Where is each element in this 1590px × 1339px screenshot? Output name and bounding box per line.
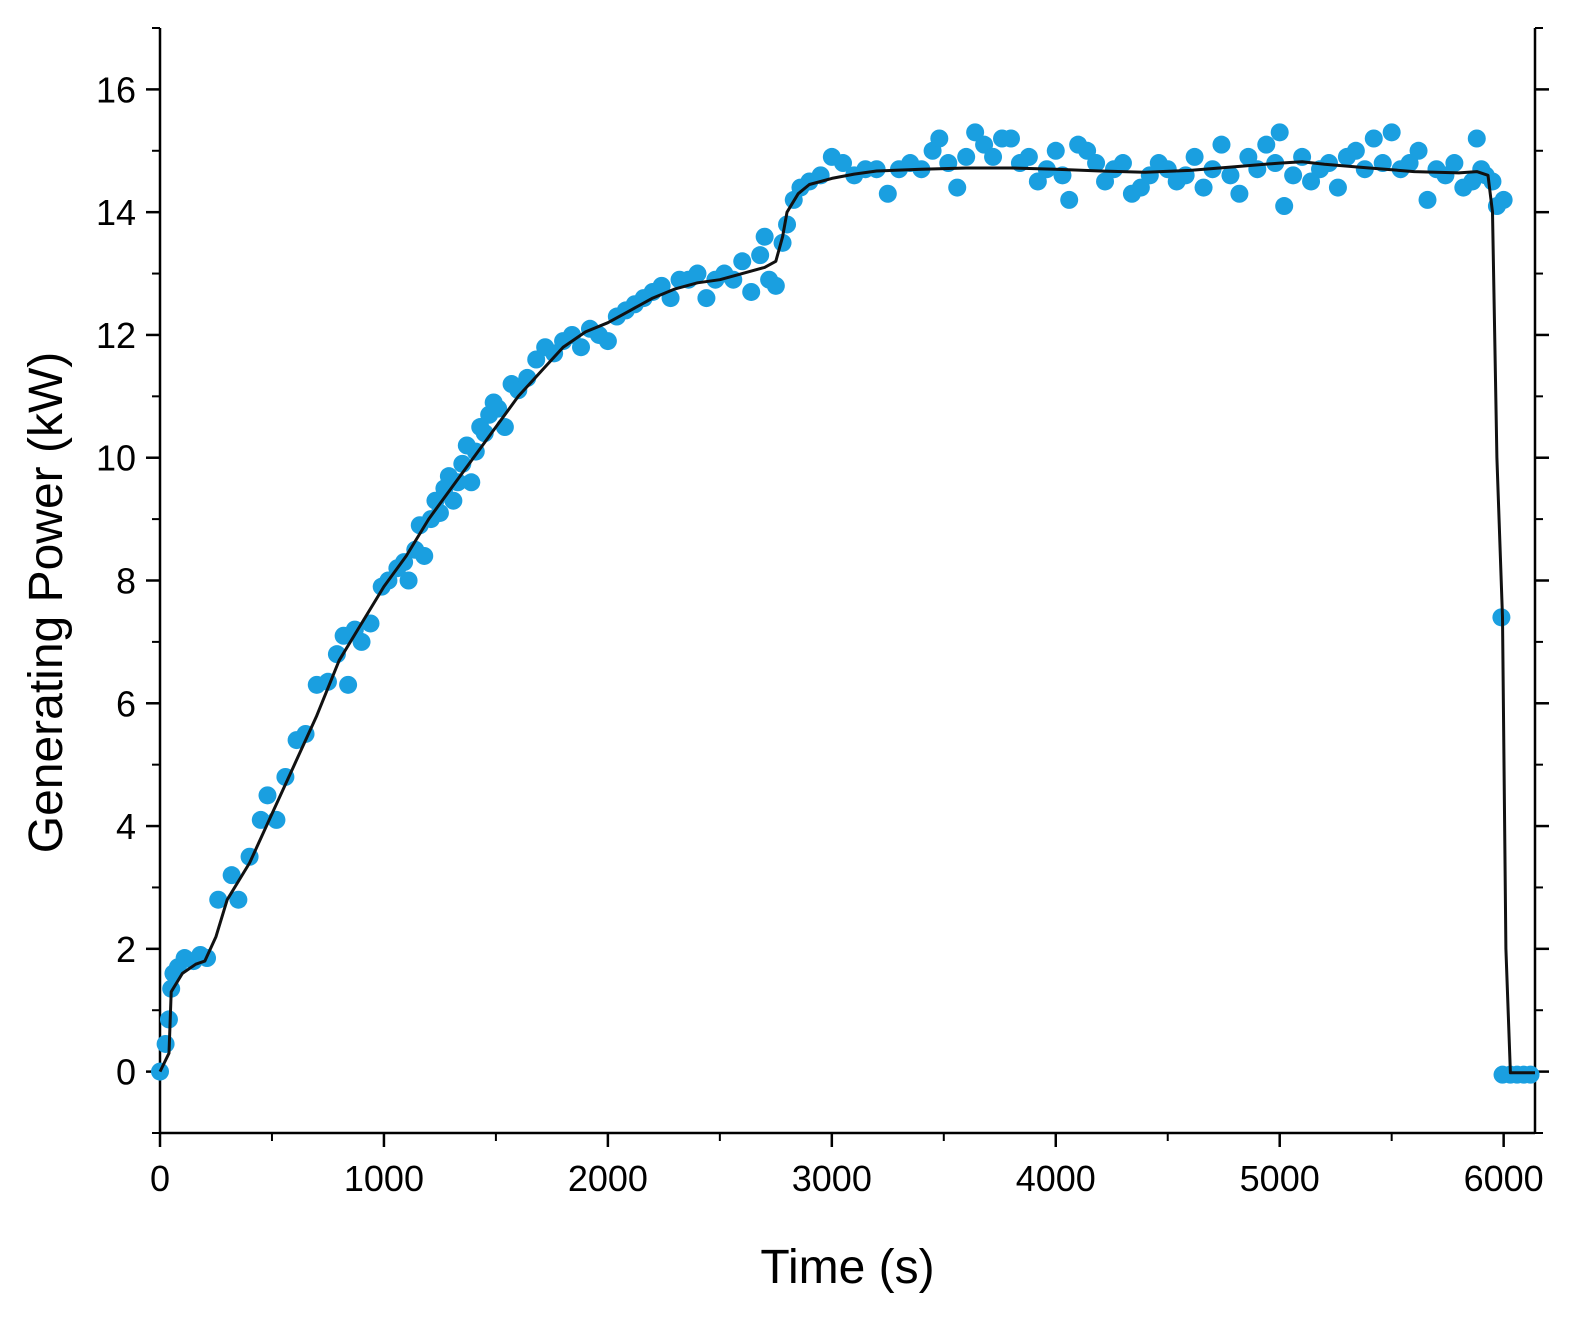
data-point: [444, 491, 463, 510]
data-point: [1185, 147, 1204, 166]
data-point: [1270, 123, 1289, 142]
data-point: [258, 786, 277, 805]
y-tick-label: 16: [96, 69, 136, 110]
data-point: [1019, 147, 1038, 166]
data-point: [222, 866, 241, 885]
y-tick-label: 12: [96, 315, 136, 356]
data-point: [1467, 129, 1486, 148]
data-point: [1418, 190, 1437, 209]
data-point: [495, 418, 514, 437]
data-point: [930, 129, 949, 148]
data-point: [878, 184, 897, 203]
data-point: [1221, 166, 1240, 185]
data-point: [1275, 197, 1294, 216]
data-point: [229, 890, 248, 909]
x-tick-label: 3000: [792, 1158, 872, 1199]
data-point: [766, 276, 785, 295]
fit-curve: [158, 160, 1535, 1075]
data-point: [151, 1062, 169, 1081]
data-point: [598, 332, 617, 351]
data-point: [867, 160, 886, 179]
data-point: [1319, 154, 1338, 173]
data-point: [1409, 141, 1428, 160]
data-point: [1346, 141, 1365, 160]
y-tick-label: 14: [96, 192, 136, 233]
y-tick-label: 10: [96, 438, 136, 479]
data-point: [1364, 129, 1383, 148]
x-tick-label: 5000: [1240, 1158, 1320, 1199]
data-point: [572, 338, 591, 357]
x-tick-label: 0: [150, 1158, 170, 1199]
axis-tick-labels: 0 1000 2000 3000 4000 5000 6000 0 2 4 6 8 10 12 14 16: [96, 69, 1544, 1199]
y-axis-title: Generating Power (kW): [20, 352, 73, 854]
data-point: [1328, 178, 1347, 197]
axis-ticks: [146, 27, 1549, 1147]
data-point: [399, 571, 418, 590]
y-tick-label: 0: [116, 1052, 136, 1093]
data-point: [1001, 129, 1020, 148]
data-point: [415, 546, 434, 565]
data-point: [156, 1034, 175, 1053]
data-point: [1284, 166, 1303, 185]
x-tick-label: 1000: [344, 1158, 424, 1199]
data-point: [489, 399, 508, 418]
data-point: [1355, 160, 1374, 179]
data-point: [1046, 141, 1065, 160]
data-points: [151, 123, 1540, 1084]
data-point: [1060, 190, 1079, 209]
data-point: [1521, 1065, 1540, 1084]
data-point: [957, 147, 976, 166]
data-point: [1087, 154, 1106, 173]
x-axis-title: Time (s): [760, 1241, 934, 1294]
data-point: [742, 282, 761, 301]
data-point: [688, 264, 707, 283]
data-point: [462, 473, 481, 492]
data-point: [209, 890, 228, 909]
data-point: [1445, 154, 1464, 173]
data-point: [1494, 190, 1513, 209]
x-tick-label: 4000: [1016, 1158, 1096, 1199]
data-point: [751, 246, 770, 265]
data-point: [773, 233, 792, 252]
y-tick-label: 8: [116, 561, 136, 602]
x-tick-label: 2000: [568, 1158, 648, 1199]
y-tick-label: 6: [116, 683, 136, 724]
data-point: [697, 289, 716, 308]
data-point: [339, 675, 358, 694]
data-point: [948, 178, 967, 197]
y-tick-label: 4: [116, 806, 136, 847]
fit-line: [158, 160, 1535, 1075]
data-point: [733, 252, 752, 271]
data-point: [1382, 123, 1401, 142]
data-point: [755, 227, 774, 246]
data-point: [352, 632, 371, 651]
data-point: [984, 147, 1003, 166]
data-point: [1230, 184, 1249, 203]
data-point: [1257, 135, 1276, 154]
data-point: [1194, 178, 1213, 197]
plot-frame: [158, 28, 1537, 1135]
data-point: [251, 810, 270, 829]
x-tick-label: 6000: [1464, 1158, 1544, 1199]
data-point: [1113, 154, 1132, 173]
data-point: [361, 614, 380, 633]
data-point: [1212, 135, 1231, 154]
y-tick-label: 2: [116, 929, 136, 970]
data-point: [834, 154, 853, 173]
